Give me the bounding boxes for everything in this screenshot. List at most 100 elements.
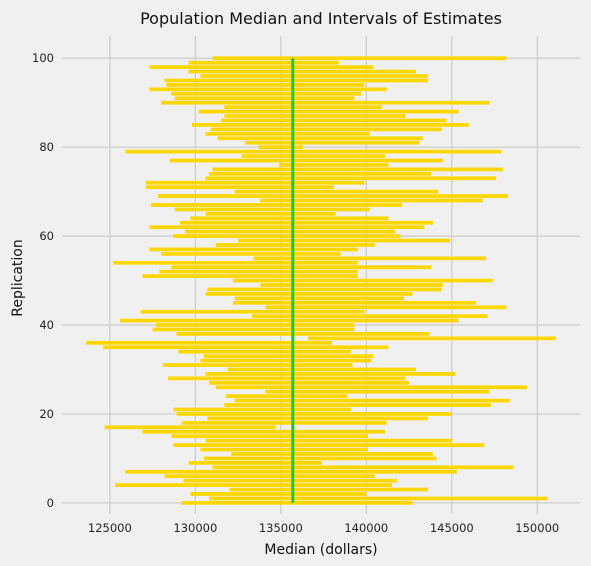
interval-bar <box>142 274 358 278</box>
x-tick-label: 130000 <box>173 521 217 535</box>
interval-bar <box>251 314 488 318</box>
x-axis-label: Median (dollars) <box>264 542 377 558</box>
interval-bar <box>226 394 348 399</box>
interval-bar <box>229 487 428 492</box>
interval-bar <box>188 69 416 74</box>
interval-bar <box>205 292 413 296</box>
interval-bar <box>120 318 459 323</box>
interval-bar <box>260 283 444 287</box>
interval-bar <box>161 100 490 105</box>
interval-bar <box>227 367 416 372</box>
x-tick-label: 140000 <box>344 521 388 535</box>
interval-bar <box>125 469 457 474</box>
interval-bar <box>224 114 406 118</box>
interval-bar <box>103 345 389 350</box>
interval-bar <box>173 234 401 238</box>
interval-bar <box>265 305 507 310</box>
interval-bar <box>173 443 485 447</box>
interval-bar <box>308 336 557 341</box>
interval-bar <box>209 171 432 176</box>
interval-bar <box>205 131 370 136</box>
y-tick-label: 20 <box>39 407 54 421</box>
interval-bar <box>215 243 375 247</box>
interval-bar <box>200 74 428 78</box>
interval-bar <box>157 194 509 198</box>
interval-bar <box>238 238 451 243</box>
interval-bar <box>212 465 514 470</box>
interval-bar <box>207 416 428 421</box>
y-axis-label: Replication <box>10 239 26 316</box>
interval-bar <box>159 269 358 274</box>
interval-bar <box>104 425 276 430</box>
interval-bar <box>210 127 442 132</box>
interval-bar <box>253 256 486 261</box>
interval-bar <box>145 185 334 190</box>
interval-bar <box>167 376 406 381</box>
y-tick-label: 60 <box>39 229 54 243</box>
interval-bar <box>241 154 386 158</box>
x-tick-label: 150000 <box>515 521 559 535</box>
interval-bar <box>162 363 353 367</box>
x-axis-ticks: 125000 130000 135000 140000 145000 150000 <box>88 521 559 535</box>
interval-bar <box>166 83 365 87</box>
interval-bar <box>171 265 432 270</box>
interval-bar <box>181 420 387 425</box>
interval-bar <box>220 118 447 123</box>
interval-bar <box>234 296 404 301</box>
interval-bar <box>215 385 528 390</box>
interval-bars <box>85 56 557 505</box>
interval-bar <box>149 65 374 69</box>
interval-bar <box>188 460 322 465</box>
interval-bar <box>85 340 333 345</box>
interval-bar <box>244 140 420 145</box>
interval-bar <box>205 176 497 181</box>
interval-bar <box>224 403 492 407</box>
interval-bar <box>209 380 410 385</box>
interval-bar <box>142 429 386 434</box>
interval-bar <box>173 407 351 412</box>
interval-bar <box>149 247 358 252</box>
interval-bar <box>161 252 341 256</box>
interval-bar <box>145 180 365 185</box>
y-axis-ticks: 0 20 40 60 80 100 <box>32 51 54 510</box>
interval-bar <box>209 496 548 501</box>
y-tick-label: 0 <box>47 496 54 510</box>
x-tick-label: 125000 <box>88 521 132 535</box>
interval-bar <box>207 287 442 292</box>
interval-bar <box>190 492 367 496</box>
interval-bar <box>232 278 493 283</box>
chart-title: Population Median and Intervals of Estim… <box>140 9 502 28</box>
interval-bar <box>176 332 430 336</box>
interval-bar <box>156 323 355 327</box>
interval-bar <box>265 389 490 394</box>
interval-bar <box>203 354 374 359</box>
interval-bar <box>114 483 392 487</box>
interval-bar <box>205 372 456 376</box>
interval-bar <box>258 145 304 150</box>
interval-bar <box>205 211 336 216</box>
interval-bar <box>174 207 370 212</box>
interval-bar <box>198 109 459 114</box>
interval-bar <box>140 309 365 314</box>
interval-bar <box>231 452 433 456</box>
interval-bar <box>125 149 502 154</box>
x-tick-label: 135000 <box>259 521 303 535</box>
interval-bar <box>179 220 433 225</box>
interval-bar <box>171 91 362 96</box>
interval-bar <box>217 136 423 141</box>
interval-bar <box>171 434 369 439</box>
interval-bar <box>164 78 428 83</box>
interval-bar <box>176 412 452 416</box>
interval-bar <box>169 158 444 163</box>
interval-bar <box>212 56 507 61</box>
interval-bar <box>200 358 372 363</box>
interval-bar <box>203 456 437 461</box>
interval-bar <box>190 216 389 221</box>
interval-bar <box>234 398 510 403</box>
interval-bar <box>224 105 382 110</box>
y-tick-label: 100 <box>32 51 54 65</box>
interval-bar <box>113 260 358 265</box>
interval-bar <box>232 300 476 305</box>
y-tick-label: 40 <box>39 318 54 332</box>
interval-bar <box>174 96 355 101</box>
